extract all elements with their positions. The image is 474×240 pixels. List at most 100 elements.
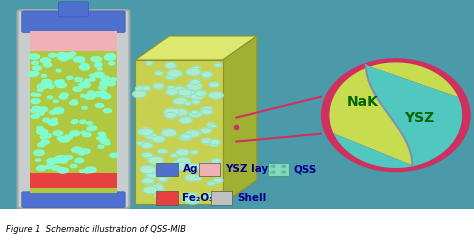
Circle shape — [50, 111, 56, 114]
Circle shape — [143, 143, 150, 146]
Circle shape — [79, 152, 84, 155]
Circle shape — [41, 74, 46, 77]
Circle shape — [143, 186, 157, 194]
Circle shape — [155, 192, 171, 200]
Circle shape — [40, 58, 51, 63]
Circle shape — [69, 52, 76, 55]
Circle shape — [80, 65, 90, 70]
Polygon shape — [223, 36, 257, 204]
Circle shape — [214, 63, 222, 67]
Circle shape — [165, 63, 176, 68]
Circle shape — [51, 166, 60, 170]
Circle shape — [56, 69, 61, 72]
Text: QSS: QSS — [294, 164, 317, 174]
Circle shape — [80, 150, 85, 153]
Circle shape — [84, 170, 90, 173]
Circle shape — [152, 184, 164, 191]
Circle shape — [53, 108, 64, 114]
Circle shape — [71, 120, 77, 124]
FancyBboxPatch shape — [18, 10, 129, 208]
Circle shape — [173, 97, 187, 105]
Circle shape — [201, 138, 212, 144]
Circle shape — [40, 135, 47, 139]
Circle shape — [282, 165, 286, 167]
Circle shape — [100, 92, 106, 95]
Circle shape — [173, 162, 189, 170]
Circle shape — [39, 165, 44, 168]
Circle shape — [95, 63, 102, 66]
Circle shape — [36, 111, 44, 115]
Circle shape — [81, 95, 85, 97]
Circle shape — [87, 122, 92, 125]
Circle shape — [110, 78, 117, 81]
Circle shape — [191, 100, 201, 104]
Circle shape — [29, 54, 39, 59]
Circle shape — [36, 159, 40, 161]
Circle shape — [191, 150, 198, 154]
Circle shape — [32, 106, 41, 110]
Circle shape — [109, 62, 115, 65]
Circle shape — [156, 192, 172, 199]
Circle shape — [83, 133, 91, 137]
Circle shape — [73, 57, 81, 61]
Circle shape — [70, 101, 78, 105]
Circle shape — [48, 161, 55, 165]
Circle shape — [195, 90, 207, 96]
Circle shape — [107, 81, 115, 86]
Circle shape — [28, 72, 37, 77]
Circle shape — [59, 137, 69, 142]
Circle shape — [72, 100, 77, 102]
Circle shape — [141, 143, 153, 149]
Circle shape — [75, 158, 83, 163]
Circle shape — [59, 80, 64, 82]
FancyBboxPatch shape — [22, 192, 125, 207]
Circle shape — [148, 156, 164, 164]
Circle shape — [181, 134, 191, 139]
Circle shape — [185, 196, 200, 204]
Circle shape — [84, 94, 95, 99]
Circle shape — [207, 181, 215, 186]
Circle shape — [71, 164, 77, 168]
Circle shape — [110, 153, 118, 157]
Circle shape — [165, 89, 178, 95]
Circle shape — [209, 142, 219, 147]
Circle shape — [62, 53, 73, 59]
Circle shape — [31, 93, 37, 96]
Circle shape — [64, 135, 72, 139]
FancyBboxPatch shape — [199, 163, 220, 176]
FancyBboxPatch shape — [30, 188, 117, 193]
Circle shape — [136, 86, 147, 92]
Circle shape — [97, 67, 102, 70]
FancyBboxPatch shape — [0, 209, 474, 240]
Circle shape — [146, 173, 157, 179]
Circle shape — [94, 72, 104, 78]
Text: YSZ: YSZ — [404, 111, 434, 125]
Circle shape — [143, 142, 152, 146]
Circle shape — [93, 92, 103, 96]
Circle shape — [185, 130, 200, 137]
Circle shape — [201, 72, 212, 77]
Circle shape — [138, 128, 153, 136]
Circle shape — [41, 140, 49, 144]
Circle shape — [52, 118, 57, 121]
Circle shape — [59, 95, 67, 99]
Circle shape — [72, 147, 83, 153]
Circle shape — [84, 79, 91, 82]
Circle shape — [45, 165, 52, 168]
Circle shape — [81, 64, 89, 67]
Circle shape — [80, 170, 85, 173]
Circle shape — [95, 103, 104, 108]
Circle shape — [32, 72, 39, 75]
Circle shape — [44, 63, 52, 67]
Circle shape — [74, 78, 82, 82]
Circle shape — [157, 177, 167, 182]
Circle shape — [85, 167, 96, 173]
Circle shape — [142, 168, 148, 171]
Circle shape — [55, 82, 66, 88]
Circle shape — [34, 150, 45, 156]
Circle shape — [99, 135, 106, 139]
Circle shape — [37, 84, 47, 89]
Text: NaK: NaK — [346, 95, 379, 109]
Text: Fe₂O₃: Fe₂O₃ — [182, 193, 214, 203]
Text: Figure 1  Schematic illustration of QSS-MIB: Figure 1 Schematic illustration of QSS-M… — [6, 225, 185, 234]
